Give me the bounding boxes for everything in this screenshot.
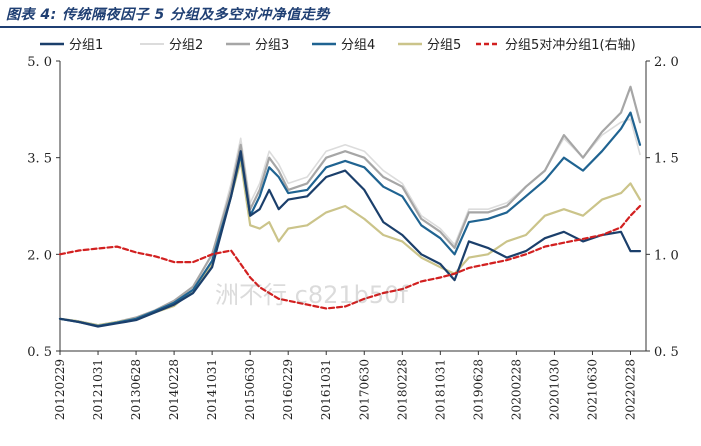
title-rule — [0, 26, 701, 28]
x-tick-label: 20140228 — [167, 359, 181, 420]
series-line-3 — [58, 85, 642, 327]
left-tick-label: 5. 0 — [27, 55, 52, 70]
legend-label: 分组4 — [341, 38, 375, 53]
watermark: 洲不行 c821b50f — [215, 281, 408, 309]
series-line-1 — [58, 150, 642, 328]
right-tick-label: 1. 0 — [654, 248, 679, 263]
legend-label: 分组2 — [169, 38, 203, 53]
x-tick-label: 20181031 — [433, 359, 447, 420]
right-tick-label: 0. 5 — [654, 345, 679, 360]
legend-label: 分组5对冲分组1(右轴) — [505, 38, 636, 53]
x-tick-label: 20220228 — [623, 359, 637, 420]
left-tick-label: 0. 5 — [27, 345, 52, 360]
x-tick-label: 20150630 — [243, 359, 257, 420]
legend-label: 分组5 — [427, 38, 461, 53]
figure-title: 图表 4: 传统隔夜因子 5 分组及多空对冲净值走势 — [6, 7, 330, 23]
x-tick-label: 20160229 — [281, 359, 295, 420]
x-tick-label: 20130628 — [129, 359, 143, 420]
x-tick-label: 20161031 — [319, 359, 333, 420]
right-tick-label: 2. 0 — [654, 55, 679, 70]
x-tick-label: 20170630 — [357, 359, 371, 420]
series-group — [58, 85, 642, 328]
x-tick-label: 20190628 — [471, 359, 485, 420]
series-line-4 — [58, 111, 642, 327]
x-tick-label: 20200228 — [509, 359, 523, 420]
legend-label: 分组1 — [69, 38, 103, 53]
x-tick-label: 20180228 — [395, 359, 409, 420]
x-tick-label: 20201030 — [547, 359, 561, 420]
legend: 分组1 分组2 分组3 分组4 分组5 分组5对冲分组1(右轴) — [40, 38, 636, 53]
series-line-6 — [58, 204, 642, 310]
x-tick-label: 20141031 — [205, 359, 219, 420]
line-chart: 分组1 分组2 分组3 分组4 分组5 分组5对冲分组1(右轴) 5. 0 3. 5 2. 0… — [27, 38, 679, 420]
left-tick-label: 3. 5 — [27, 152, 52, 167]
right-tick-label: 1. 5 — [654, 152, 679, 167]
left-tick-label: 2. 0 — [27, 248, 52, 263]
x-tick-label: 20210630 — [585, 359, 599, 420]
x-tick-label: 20121031 — [91, 359, 105, 420]
x-tick-label: 20120229 — [53, 359, 67, 420]
figure-title-bar: 图表 4: 传统隔夜因子 5 分组及多空对冲净值走势 — [0, 0, 701, 28]
chart-area: 分组1 分组2 分组3 分组4 分组5 分组5对冲分组1(右轴) 5. 0 3. 5 2. 0… — [0, 28, 701, 442]
axes: 5. 03. 52. 00. 52. 01. 51. 00. 520120229… — [27, 55, 679, 420]
legend-label: 分组3 — [255, 38, 289, 53]
